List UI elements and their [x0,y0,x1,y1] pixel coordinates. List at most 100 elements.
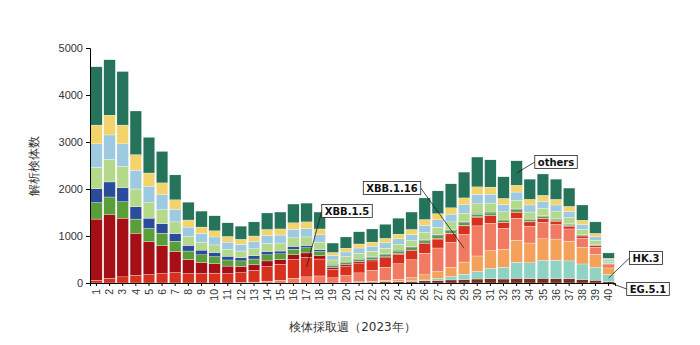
x-tick-mark [319,283,320,286]
x-tick-label: 34 [523,289,535,301]
bar-segment [406,251,418,260]
bar-segment [117,166,129,187]
x-tick: 28 [445,283,457,301]
bar-segment [156,183,168,195]
bar-segment [524,263,536,279]
bar-segment [603,258,615,259]
bar-segment [301,203,313,222]
bar-segment [590,245,602,246]
bar-segment [248,256,260,259]
series-group [353,239,614,282]
bar-segment [314,242,326,250]
bar-segment [261,252,273,255]
x-tick-mark [122,283,123,286]
bar-segment [511,161,523,185]
x-tick-label: 22 [366,289,378,301]
bar-segment [458,205,470,213]
bar-segment [196,234,208,242]
bar-segment [524,243,536,263]
x-tick-mark [503,283,504,286]
x-tick-label: 20 [340,289,352,301]
x-tick-label: 28 [445,289,457,301]
bar-segment [445,184,457,208]
bar-segment [366,282,378,283]
bar-segment [590,237,602,241]
bar-segment [169,200,181,209]
bar-segment [563,224,575,225]
callout-label: XBB.1.5 [325,206,370,217]
bar-segment [537,222,549,238]
x-tick-mark [267,283,268,286]
bar-segment [537,201,549,208]
x-tick-label: 6 [156,289,168,295]
bar-segment [485,194,497,203]
x-tick: 33 [510,283,522,301]
bar-segment [235,261,247,267]
bar-segment [550,260,562,278]
bar-segment [511,210,523,212]
x-tick-mark [345,283,346,286]
series-group [91,135,615,262]
bar-segment [261,261,273,267]
x-tick-mark [188,283,189,286]
bar-segment [248,265,260,271]
bar-segment [91,280,103,283]
bar-segment [498,267,510,279]
bar-segment [235,258,247,261]
x-tick-label: 5 [143,289,155,295]
bar-segment [366,282,378,283]
bar-segment [406,278,418,281]
bar-segment [432,248,444,271]
bar-segment [91,125,103,144]
bar-segment [327,243,339,252]
bar-segment [301,222,313,229]
bar-segment [104,215,116,278]
bar-segment [498,204,510,212]
x-tick-mark [608,283,609,286]
bar-segment [393,279,405,281]
bar-segment [419,225,431,232]
bar-segment [445,208,457,214]
x-tick-mark [424,283,425,286]
bar-segment [196,255,208,263]
bar-segment [590,240,602,244]
bar-segment [563,261,575,279]
bar-segment [169,209,181,222]
y-tick: 3000 [59,136,90,148]
x-tick-label: 27 [432,289,444,301]
bar-segment [353,253,365,258]
bar-segment [366,246,378,251]
y-tick-mark [86,283,90,284]
x-tick: 7 [169,283,181,295]
x-tick-mark [135,283,136,286]
bar-segment [445,267,457,276]
bar-segment [590,246,602,248]
bar-segment [209,273,221,283]
bar-segment [445,277,457,280]
bar-segment [222,223,234,237]
bar-segment [498,220,510,222]
bar-segment [393,244,405,250]
bar-segment [156,151,168,182]
bar-segment [248,283,260,284]
bar-segment [458,274,470,279]
bar-segment [274,251,286,254]
x-tick-mark [201,283,202,286]
bar-segment [196,274,208,283]
bar-segment [261,281,273,283]
bar-segment [209,216,221,231]
x-tick: 37 [563,283,575,301]
bar-segment [498,198,510,204]
x-tick: 22 [366,283,378,301]
bar-segment [235,239,247,244]
x-tick-label: 13 [248,289,260,301]
bar-segment [340,265,352,266]
x-tick-label: 39 [589,289,601,301]
callout-label: HK.3 [633,253,660,264]
x-tick-label: 38 [576,289,588,301]
series-group [91,60,615,259]
x-tick: 26 [418,283,430,301]
bar-segment [485,268,497,278]
bar-segment [183,245,195,251]
bar-segment [577,248,589,264]
